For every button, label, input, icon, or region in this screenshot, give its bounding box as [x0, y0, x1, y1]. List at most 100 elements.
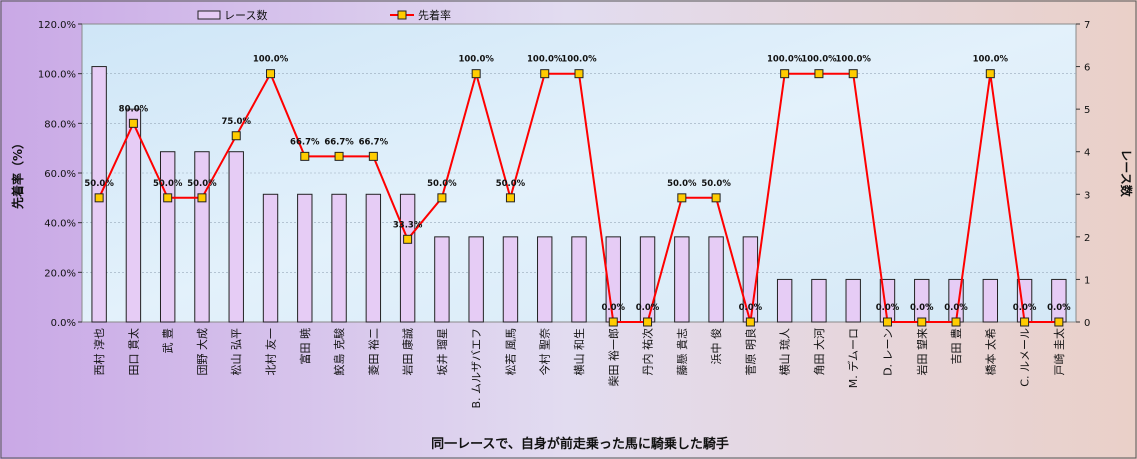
race-count-bar — [914, 278, 930, 323]
race-count-bar — [331, 193, 347, 323]
category-label: 柴田 裕一郎 — [606, 328, 620, 387]
category-label: 丹内 祐次 — [641, 328, 655, 376]
category-label: M. デムーロ — [846, 328, 860, 388]
category-label: 今村 聖奈 — [538, 328, 552, 376]
race-count-bar — [228, 151, 244, 323]
rate-marker — [334, 151, 344, 161]
right-tick-label: 1 — [1084, 275, 1090, 286]
rate-data-label: 50.0% — [427, 179, 457, 189]
category-label: C. ルメール — [1019, 328, 1032, 387]
right-tick-label: 2 — [1084, 233, 1090, 244]
rate-marker — [608, 317, 618, 327]
rate-marker — [951, 317, 961, 327]
rate-marker — [197, 193, 207, 203]
right-tick-label: 0 — [1084, 318, 1090, 329]
race-count-bar — [845, 278, 861, 323]
race-count-bar — [434, 236, 450, 323]
rate-data-label: 100.0% — [836, 55, 872, 65]
category-label: 浜中 俊 — [709, 328, 723, 365]
rate-marker — [300, 151, 310, 161]
rate-data-label: 50.0% — [496, 179, 526, 189]
race-count-bar — [674, 236, 690, 323]
race-count-bar — [1051, 278, 1067, 323]
rate-marker — [848, 69, 858, 79]
rate-data-label: 0.0% — [876, 303, 900, 313]
category-label: 藤懸 貴志 — [675, 328, 689, 376]
rate-marker — [985, 69, 995, 79]
rate-marker — [471, 69, 481, 79]
race-count-bar — [125, 108, 142, 323]
rate-data-label: 66.7% — [290, 137, 320, 147]
rate-data-label: 100.0% — [527, 55, 563, 65]
rate-marker — [94, 193, 104, 203]
category-label: 松若 風馬 — [503, 328, 517, 376]
category-labels: 西村 淳也 田口 貫太 武 豊 団野 大成 松山 弘平 北村 友一 富田 暁 鮫島 克駿 菱田 … — [92, 328, 1066, 409]
left-tick-label: 100.0% — [38, 70, 76, 81]
race-count-bar — [262, 193, 279, 323]
rate-data-label: 50.0% — [153, 179, 183, 189]
race-count-bar — [708, 236, 724, 323]
category-label: 鮫島 克駿 — [332, 328, 346, 376]
left-tick-label: 80.0% — [44, 119, 76, 130]
rate-data-label: 50.0% — [187, 179, 217, 189]
rate-data-label: 100.0% — [801, 55, 837, 65]
category-label: 坂井 瑠星 — [435, 328, 449, 376]
rate-data-label: 80.0% — [119, 104, 149, 114]
category-label: 西村 淳也 — [92, 328, 106, 376]
rate-data-label: 100.0% — [458, 55, 494, 65]
rate-marker — [231, 131, 241, 141]
rate-marker — [266, 69, 276, 79]
category-label: 橋本 太希 — [983, 328, 997, 376]
rate-data-label: 66.7% — [324, 137, 354, 147]
rate-marker — [1054, 317, 1064, 327]
rate-data-label: 50.0% — [84, 179, 114, 189]
left-tick-label: 120.0% — [38, 20, 76, 31]
y-axis-right-title: レース数 — [1119, 149, 1134, 197]
category-label: 菱田 裕二 — [367, 328, 380, 376]
race-count-bar — [502, 236, 519, 323]
rate-data-label: 0.0% — [1013, 303, 1037, 313]
right-tick-label: 6 — [1084, 63, 1090, 74]
rate-marker — [745, 317, 755, 327]
race-count-bar — [365, 193, 382, 323]
rate-marker — [814, 69, 824, 79]
rate-data-label: 66.7% — [359, 137, 389, 147]
rate-data-label: 0.0% — [636, 303, 660, 313]
category-label: 田口 貫太 — [127, 328, 140, 376]
rate-data-label: 100.0% — [767, 55, 803, 65]
category-label: 松山 弘平 — [229, 328, 243, 376]
right-tick-label: 4 — [1084, 148, 1090, 159]
rate-marker — [1020, 317, 1030, 327]
right-tick-label: 5 — [1084, 105, 1090, 116]
rate-marker — [540, 69, 550, 79]
rate-data-label: 50.0% — [667, 179, 697, 189]
rate-data-label: 100.0% — [561, 55, 597, 65]
category-label: D. レーン — [881, 328, 894, 376]
category-label: 岩田 望来 — [915, 328, 929, 376]
race-count-bar — [468, 236, 484, 323]
legend-bar-label: レース数 — [224, 9, 267, 22]
category-label: 武 豊 — [162, 328, 175, 354]
race-count-bar — [571, 236, 587, 323]
category-label: 横山 和生 — [572, 328, 586, 376]
y-axis-left-title: 先着率（%） — [10, 137, 25, 209]
rate-data-label: 33.3% — [393, 220, 423, 230]
race-count-bar — [194, 151, 210, 323]
rate-data-labels: 50.0% 80.0% 50.0% 50.0% 75.0% 100.0% 66.7% 66.7… — [84, 55, 1071, 313]
rate-marker — [882, 317, 892, 327]
rate-marker — [917, 317, 927, 327]
category-label: B. ムルザバエフ — [470, 328, 483, 409]
race-count-bar — [776, 278, 793, 323]
category-label: 菅原 明良 — [743, 328, 757, 376]
rate-marker — [677, 193, 687, 203]
category-label: 戸崎 圭太 — [1052, 328, 1066, 376]
right-tick-label: 3 — [1084, 190, 1090, 201]
category-label: 角田 大河 — [812, 328, 826, 376]
left-tick-label: 0.0% — [51, 318, 76, 329]
category-label: 横山 琉人 — [778, 328, 792, 376]
race-count-bar — [982, 278, 999, 323]
left-tick-label: 20.0% — [44, 268, 76, 279]
